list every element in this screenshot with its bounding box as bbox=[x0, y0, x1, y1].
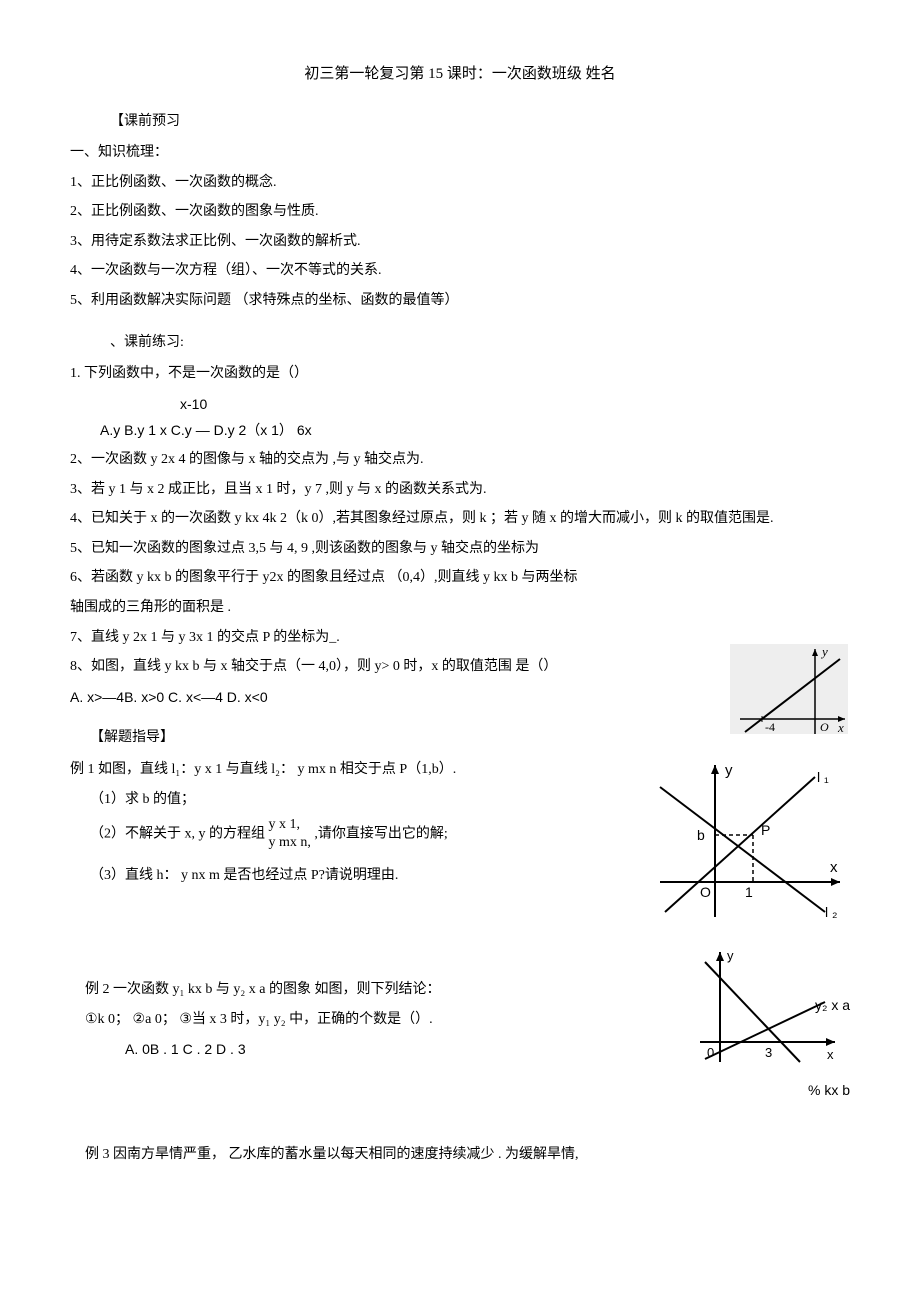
label-3: 3 bbox=[765, 1045, 772, 1060]
label-x: x bbox=[837, 720, 844, 735]
label-p: P bbox=[761, 822, 770, 838]
q1: 1. 下列函数中，不是一次函数的是（） bbox=[70, 361, 850, 388]
arrow-icon bbox=[716, 952, 724, 961]
q8-block: y x O -4 8、如图，直线 y kx b 与 x 轴交于点（一 4,0），… bbox=[70, 654, 850, 710]
example2-block: y x 0 3 y₂ x a % kx b 例 2 一次函数 y₁ kx b 与… bbox=[70, 977, 850, 1127]
label-y: y bbox=[727, 948, 734, 963]
q4: 4、已知关于 x 的一次函数 y kx 4k 2（k 0）,若其图象经过原点，则… bbox=[70, 506, 850, 533]
q6: 6、若函数 y kx b 的图象平行于 y2x 的图象且经过点 （0,4）,则直… bbox=[70, 565, 850, 592]
example1-block: y x O 1 b P l ₁ l ₂ 例 1 如图，直线 l₁：y x 1 与… bbox=[70, 757, 850, 927]
item: 4、一次函数与一次方程（组）、一次不等式的关系. bbox=[70, 258, 850, 285]
fig2-l1 bbox=[665, 777, 815, 912]
section-practice: 、课前练习: bbox=[110, 330, 850, 357]
arrow-icon bbox=[826, 1038, 835, 1046]
eq-block: y x 1, y mx n, bbox=[269, 816, 311, 852]
heading-knowledge: 一、知识梳理： bbox=[70, 140, 850, 167]
q2: 2、一次函数 y 2x 4 的图像与 x 轴的交点为 ,与 y 轴交点为. bbox=[70, 447, 850, 474]
figure-2: y x O 1 b P l ₁ l ₂ bbox=[645, 757, 850, 922]
e2: 例 2 一次函数 y₁ kx b 与 y₂ x a 的图象 如图，则下列结论： bbox=[85, 977, 625, 1004]
label-l2: l ₂ bbox=[825, 904, 837, 920]
item: 2、正比例函数、一次函数的图象与性质. bbox=[70, 199, 850, 226]
page-title: 初三第一轮复习第 15 课时：一次函数班级 姓名 bbox=[70, 60, 850, 89]
e3: 例 3 因南方旱情严重， 乙水库的蓄水量以每天相同的速度持续减少 . 为缓解旱情… bbox=[85, 1142, 850, 1169]
arrow-icon bbox=[711, 765, 719, 774]
label-o: 0 bbox=[707, 1045, 714, 1060]
q6b: 轴围成的三角形的面积是 . bbox=[70, 595, 850, 622]
e2-label1: y₂ x a bbox=[815, 992, 850, 1019]
figure-1: y x O -4 bbox=[730, 644, 850, 744]
item: 1、正比例函数、一次函数的概念. bbox=[70, 170, 850, 197]
label-x: x bbox=[827, 1047, 834, 1062]
label-y: y bbox=[725, 762, 733, 779]
item: 5、利用函数解决实际问题 （求特殊点的坐标、函数的最值等） bbox=[70, 288, 850, 315]
q1-options: A.y B.y 1 x C.y — D.y 2（x 1） 6x bbox=[100, 417, 850, 444]
e1: 例 1 如图，直线 l₁：y x 1 与直线 l₂： y mx n 相交于点 P… bbox=[70, 757, 610, 784]
item: 3、用待定系数法求正比例、一次函数的解析式. bbox=[70, 229, 850, 256]
arrow-icon bbox=[831, 878, 840, 886]
e1b-post: ,请你直接写出它的解; bbox=[314, 827, 447, 842]
q8: 8、如图，直线 y kx b 与 x 轴交于点（一 4,0），则 y> 0 时，… bbox=[70, 654, 690, 681]
q3: 3、若 y 1 与 x 2 成正比，且当 x 1 时，y 7 ,则 y 与 x … bbox=[70, 477, 850, 504]
label-b: b bbox=[697, 827, 705, 843]
label-m4: -4 bbox=[765, 720, 775, 734]
label-l1: l ₁ bbox=[817, 769, 829, 785]
e2-label2: % kx b bbox=[808, 1077, 850, 1104]
label-1: 1 bbox=[745, 884, 753, 900]
section-preview: 【课前预习 bbox=[110, 109, 850, 136]
eq1: y x 1, bbox=[269, 817, 301, 832]
e2a: ①k 0； ②a 0； ③当 x 3 时，y₁ y₂ 中，正确的个数是（）. bbox=[85, 1007, 625, 1034]
label-y: y bbox=[820, 644, 828, 659]
label-x: x bbox=[830, 859, 838, 876]
label-o: O bbox=[700, 884, 711, 900]
fig1-bg bbox=[730, 644, 848, 734]
q5: 5、已知一次函数的图象过点 3,5 与 4, 9 ,则该函数的图象与 y 轴交点… bbox=[70, 536, 850, 563]
label-o: O bbox=[820, 720, 829, 734]
eq2: y mx n, bbox=[269, 835, 311, 850]
q1-frac: x-10 bbox=[180, 391, 850, 418]
e1b-pre: （2）不解关于 x, y 的方程组 bbox=[90, 827, 269, 842]
